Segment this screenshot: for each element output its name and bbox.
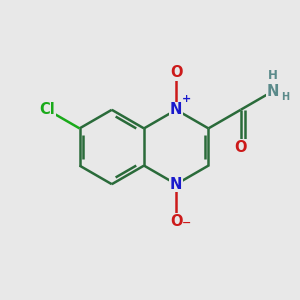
Text: O: O <box>234 140 247 154</box>
Text: O: O <box>170 65 182 80</box>
Text: N: N <box>170 102 182 117</box>
Text: H: H <box>268 69 278 82</box>
Text: −: − <box>182 218 191 228</box>
Text: O: O <box>170 214 182 229</box>
Text: N: N <box>170 177 182 192</box>
Text: N: N <box>267 84 279 99</box>
Text: H: H <box>281 92 290 102</box>
Text: Cl: Cl <box>40 102 55 117</box>
Text: +: + <box>182 94 191 104</box>
